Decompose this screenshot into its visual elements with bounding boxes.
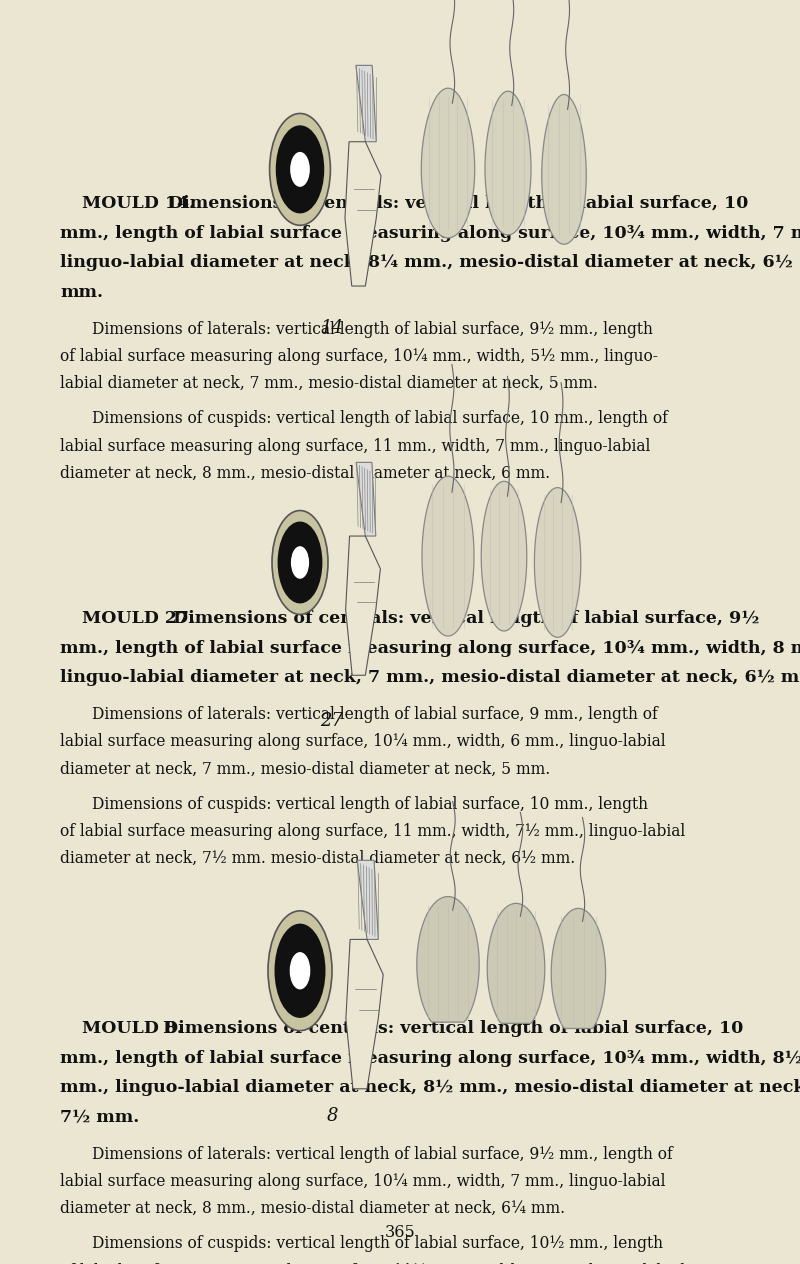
Text: linguo-labial diameter at neck, 8¼ mm., mesio-distal diameter at neck, 6½: linguo-labial diameter at neck, 8¼ mm., … xyxy=(60,254,793,272)
Ellipse shape xyxy=(277,126,323,212)
Text: 14: 14 xyxy=(321,319,343,337)
Text: Dimensions of laterals: vertical length of labial surface, 9½ mm., length: Dimensions of laterals: vertical length … xyxy=(92,321,653,337)
Text: of labial surface measuring along surface, 10¼ mm., width, 5½ mm., linguo-: of labial surface measuring along surfac… xyxy=(60,348,658,365)
Text: of labial surface measuring along surface, 11¼ mm., width, 8 mm., linguo-labial: of labial surface measuring along surfac… xyxy=(60,1263,686,1264)
Polygon shape xyxy=(485,91,531,235)
Text: Dimensions of cuspids: vertical length of labial surface, 10 mm., length of: Dimensions of cuspids: vertical length o… xyxy=(92,411,668,427)
Ellipse shape xyxy=(291,153,309,186)
Text: Dimensions of laterals: vertical length of labial surface, 9 mm., length of: Dimensions of laterals: vertical length … xyxy=(92,707,658,723)
Polygon shape xyxy=(422,88,474,238)
Polygon shape xyxy=(345,142,381,286)
Text: Dimensions of laterals: vertical length of labial surface, 9½ mm., length of: Dimensions of laterals: vertical length … xyxy=(92,1145,673,1163)
Text: Dimensions of cuspids: vertical length of labial surface, 10½ mm., length: Dimensions of cuspids: vertical length o… xyxy=(92,1235,663,1253)
Text: mm., linguo-labial diameter at neck, 8½ mm., mesio-distal diameter at neck,: mm., linguo-labial diameter at neck, 8½ … xyxy=(60,1079,800,1096)
Text: labial surface measuring along surface, 10¼ mm., width, 7 mm., linguo-labial: labial surface measuring along surface, … xyxy=(60,1173,666,1189)
Text: diameter at neck, 8 mm., mesio-distal diameter at neck, 6 mm.: diameter at neck, 8 mm., mesio-distal di… xyxy=(60,465,550,482)
Text: Dimensions of centrals: vertical length of labial surface, 10: Dimensions of centrals: vertical length … xyxy=(151,1020,743,1036)
Text: 27: 27 xyxy=(321,712,343,731)
Text: diameter at neck, 7 mm., mesio-distal diameter at neck, 5 mm.: diameter at neck, 7 mm., mesio-distal di… xyxy=(60,761,550,777)
Text: diameter at neck, 7½ mm. mesio-distal diameter at neck, 6½ mm.: diameter at neck, 7½ mm. mesio-distal di… xyxy=(60,851,575,867)
Polygon shape xyxy=(357,861,378,939)
Ellipse shape xyxy=(290,953,310,988)
Text: of labial surface measuring along surface, 11 mm., width, 7½ mm., linguo-labial: of labial surface measuring along surfac… xyxy=(60,823,686,841)
Polygon shape xyxy=(346,939,383,1088)
Polygon shape xyxy=(346,536,381,675)
Text: mm., length of labial surface measuring along surface, 10¾ mm., width, 8½: mm., length of labial surface measuring … xyxy=(60,1049,800,1067)
Text: mm.: mm. xyxy=(60,284,103,301)
Text: 7½ mm.: 7½ mm. xyxy=(60,1109,139,1126)
Text: Dimensions of centrals: vertical length of labial surface, 9½: Dimensions of centrals: vertical length … xyxy=(161,611,759,627)
Text: Dimensions of centrals: vertical length of labial surface, 10: Dimensions of centrals: vertical length … xyxy=(156,195,748,212)
Text: diameter at neck, 8 mm., mesio-distal diameter at neck, 6¼ mm.: diameter at neck, 8 mm., mesio-distal di… xyxy=(60,1200,565,1217)
Text: labial surface measuring along surface, 11 mm., width, 7 mm., linguo-labial: labial surface measuring along surface, … xyxy=(60,437,650,455)
Ellipse shape xyxy=(278,522,322,603)
Ellipse shape xyxy=(272,511,328,614)
Text: labial diameter at neck, 7 mm., mesio-distal diameter at neck, 5 mm.: labial diameter at neck, 7 mm., mesio-di… xyxy=(60,375,598,392)
Polygon shape xyxy=(482,482,526,631)
Text: Dimensions of cuspids: vertical length of labial surface, 10 mm., length: Dimensions of cuspids: vertical length o… xyxy=(92,796,648,813)
Text: MOULD 8.: MOULD 8. xyxy=(82,1020,183,1036)
Ellipse shape xyxy=(270,114,330,225)
Text: labial surface measuring along surface, 10¼ mm., width, 6 mm., linguo-labial: labial surface measuring along surface, … xyxy=(60,733,666,751)
Ellipse shape xyxy=(275,924,325,1018)
Polygon shape xyxy=(542,95,586,244)
Text: mm., length of labial surface measuring along surface, 10¾ mm., width, 7 mm.,: mm., length of labial surface measuring … xyxy=(60,225,800,241)
Polygon shape xyxy=(356,66,376,142)
Text: mm., length of labial surface measuring along surface, 10¾ mm., width, 8 mm.,: mm., length of labial surface measuring … xyxy=(60,640,800,657)
Text: MOULD 14.: MOULD 14. xyxy=(82,195,195,212)
Polygon shape xyxy=(417,896,479,1023)
Polygon shape xyxy=(487,904,545,1024)
Text: linguo-labial diameter at neck, 7 mm., mesio-distal diameter at neck, 6½ mm.: linguo-labial diameter at neck, 7 mm., m… xyxy=(60,670,800,686)
Text: MOULD 27.: MOULD 27. xyxy=(82,611,195,627)
Polygon shape xyxy=(422,477,474,636)
Ellipse shape xyxy=(292,547,308,578)
Polygon shape xyxy=(534,488,581,637)
Polygon shape xyxy=(551,909,606,1029)
Text: 8: 8 xyxy=(326,1106,338,1125)
Polygon shape xyxy=(356,463,376,536)
Ellipse shape xyxy=(268,911,332,1030)
Text: 365: 365 xyxy=(385,1225,415,1241)
